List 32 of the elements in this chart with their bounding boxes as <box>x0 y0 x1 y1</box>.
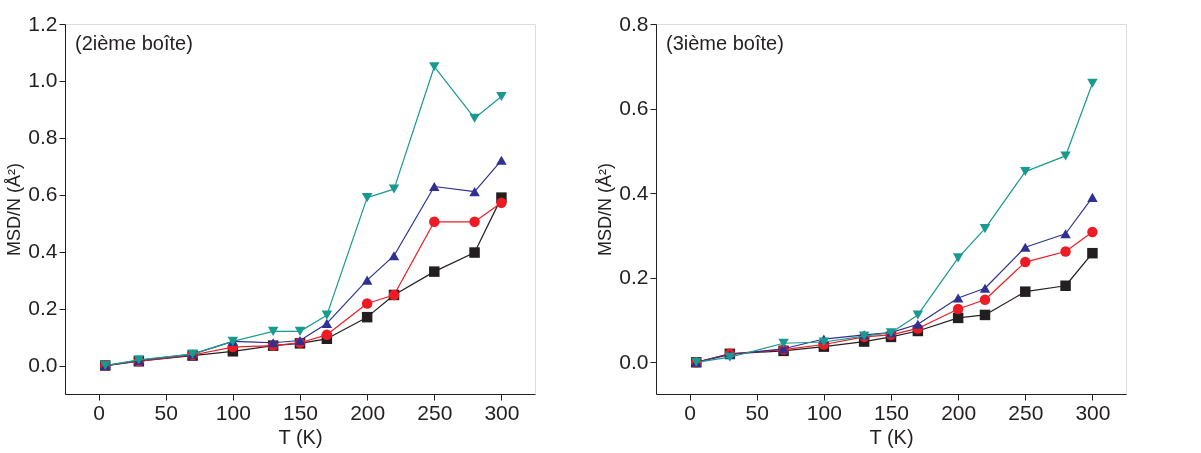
y-tick-label: 0.4 <box>619 180 649 204</box>
x-tick-label: 0 <box>684 400 696 424</box>
y-tick-label: 1.0 <box>28 68 58 92</box>
x-tick-label: 300 <box>484 400 520 424</box>
x-tick-label: 250 <box>417 400 453 424</box>
y-tick-label: 0.6 <box>619 96 649 120</box>
x-axis-title: T (K) <box>869 425 914 448</box>
x-tick-label: 200 <box>350 400 386 424</box>
y-tick-label: 0.8 <box>619 11 649 35</box>
x-tick-label: 250 <box>1008 400 1044 424</box>
y-tick-label: 0.0 <box>28 353 58 377</box>
x-tick-label: 300 <box>1075 400 1111 424</box>
annotation: (3ième boîte) <box>666 32 784 54</box>
x-tick-label: 100 <box>215 400 251 424</box>
x-tick-label: 50 <box>154 400 178 424</box>
y-tick-label: 0.4 <box>28 239 58 263</box>
y-tick-label: 0.2 <box>28 296 58 320</box>
y-axis-title: MSD/N (Å²) <box>4 163 25 256</box>
y-tick-label: 0.6 <box>28 182 58 206</box>
x-tick-label: 0 <box>93 400 105 424</box>
x-tick-label: 150 <box>282 400 319 424</box>
annotation: (2ième boîte) <box>75 32 193 54</box>
x-axis-title: T (K) <box>278 425 323 448</box>
y-tick-label: 0.2 <box>619 265 649 289</box>
x-tick-label: 100 <box>806 400 842 424</box>
y-tick-label: 1.2 <box>28 11 58 35</box>
x-tick-label: 150 <box>873 400 910 424</box>
y-tick-label: 0.8 <box>28 125 58 149</box>
x-tick-label: 200 <box>941 400 977 424</box>
y-axis-title: MSD/N (Å²) <box>595 163 616 256</box>
y-tick-label: 0.0 <box>619 349 649 373</box>
x-tick-label: 50 <box>745 400 769 424</box>
